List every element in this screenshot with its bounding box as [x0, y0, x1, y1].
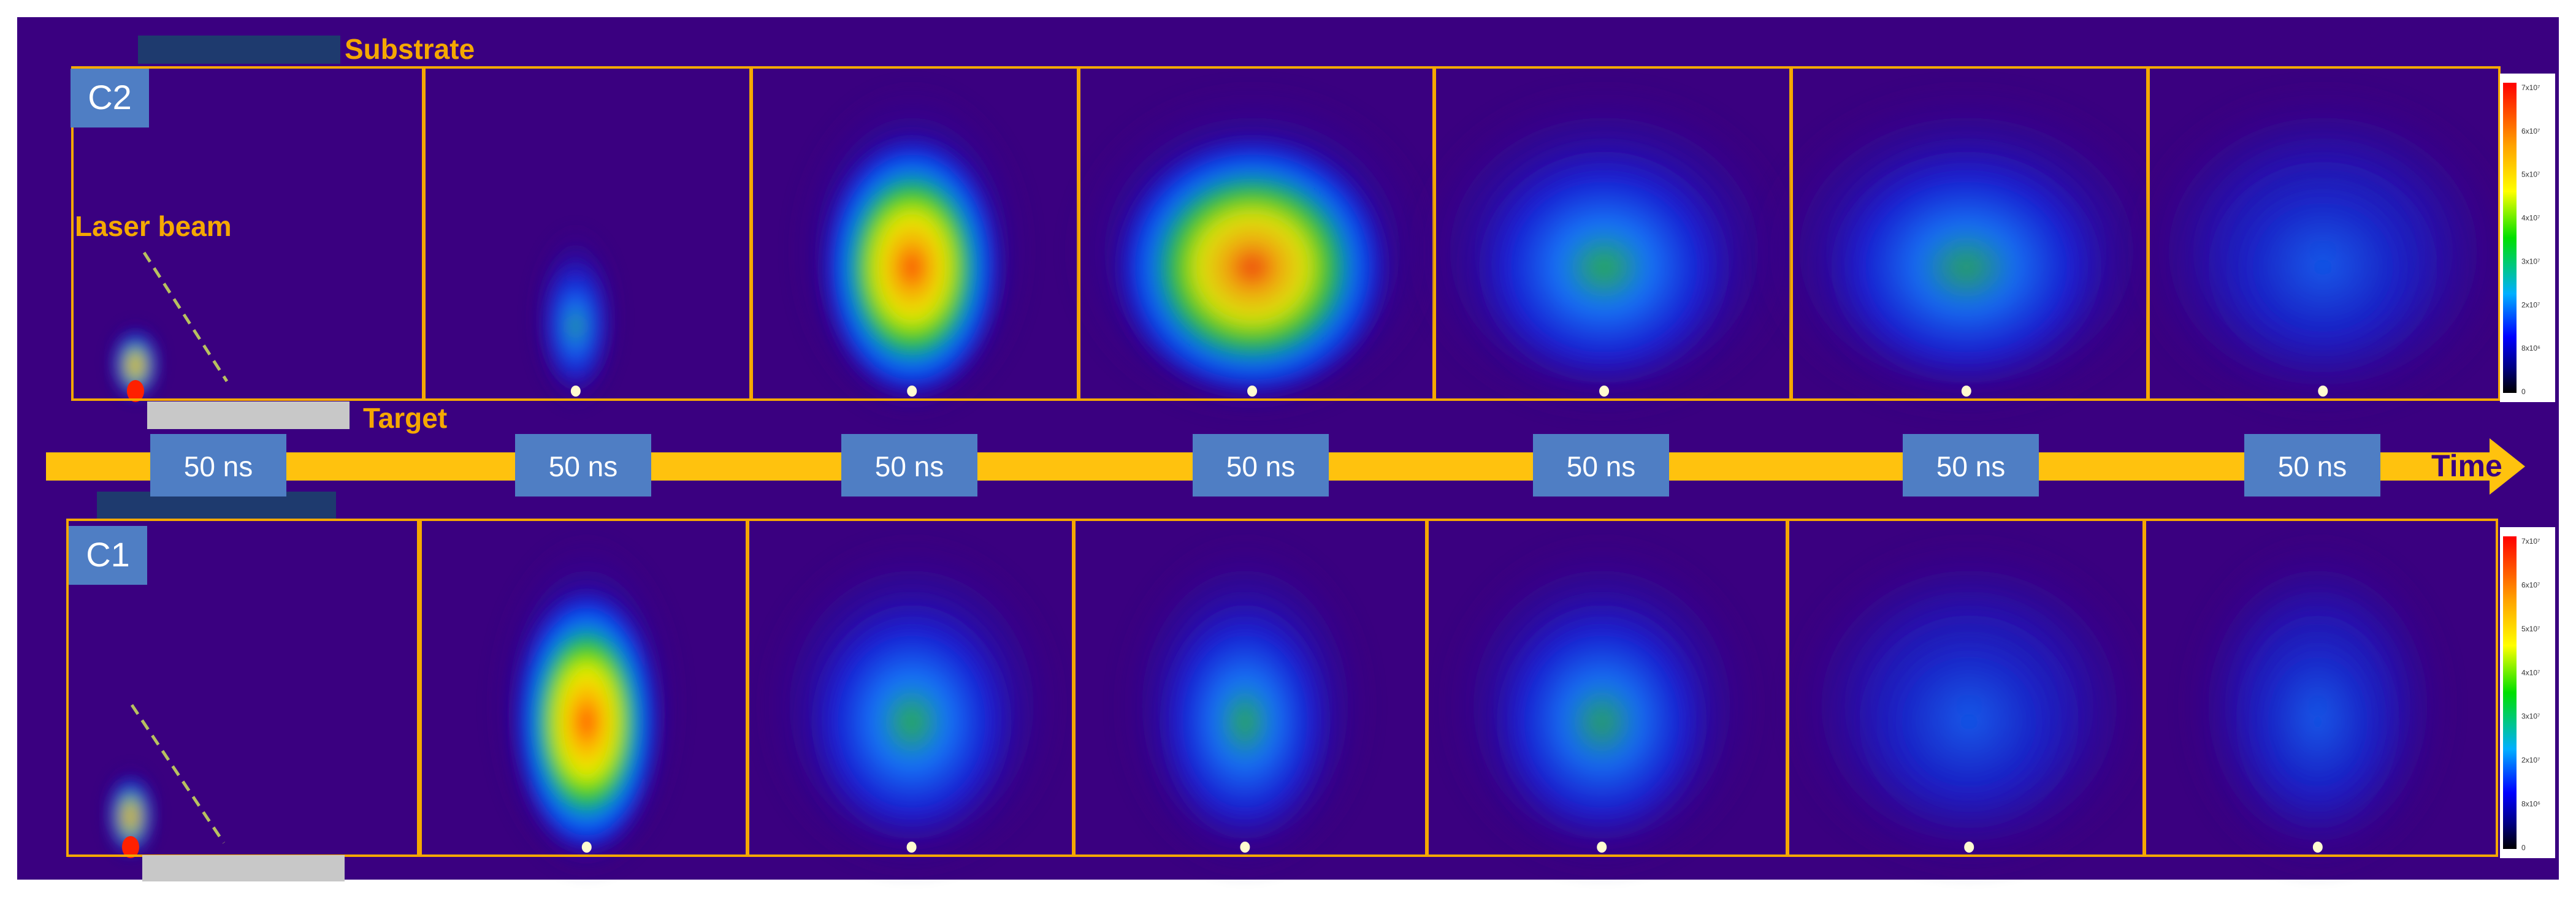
target-label: Target [363, 402, 447, 434]
substrate-bar-top [138, 36, 340, 64]
colorbar-tick-label: 3x10⁷ [2521, 712, 2540, 721]
interval-label-4: 50 ns [1226, 451, 1296, 482]
colorbar-gradient [2503, 83, 2517, 393]
colorbar-tick-label: 8x10⁶ [2521, 344, 2540, 352]
row-label-c1-badge [69, 526, 147, 585]
c1-target-spot-3 [906, 842, 917, 853]
colorbar-tick-label: 0 [2521, 387, 2526, 396]
c1-target-spot-6 [1964, 842, 1974, 853]
row-label-c1: C1 [86, 535, 130, 574]
c1-plume-4 [1147, 584, 1343, 859]
colorbar-tick-label: 2x10⁷ [2521, 300, 2540, 309]
c2-target-spot-6 [1961, 386, 1971, 397]
frames-row-c1 [66, 519, 2498, 880]
target-bar-top [147, 401, 350, 429]
colorbar-tick-label: 7x10⁷ [2521, 83, 2540, 92]
c2-plume-1 [115, 334, 155, 397]
c1-target-spot-1 [121, 836, 139, 858]
colorbar-tick-label: 3x10⁷ [2521, 257, 2540, 265]
c2-target-spot-1 [126, 380, 144, 402]
row-label-c2-badge [71, 69, 149, 127]
time-label: Time [2431, 449, 2502, 483]
laser-beam-line-bottom [130, 704, 226, 844]
c1-target-spot-5 [1597, 842, 1607, 853]
c2-target-spot-3 [907, 386, 917, 397]
c2-plume-2 [541, 253, 610, 399]
c1-frame-border-7 [2144, 519, 2498, 857]
c1-plume-5 [1479, 584, 1725, 859]
colorbar-tick-label: 6x10⁷ [2521, 580, 2540, 589]
c2-target-spot-2 [570, 386, 581, 397]
laser-beam-line-top [142, 251, 229, 382]
c2-frame-border-7 [2147, 66, 2501, 401]
c1-plume-7 [2213, 584, 2422, 859]
c1-plume-1 [110, 780, 150, 853]
c2-plume-4 [1111, 131, 1394, 403]
interval-badge-6 [1903, 434, 2039, 497]
interval-badge-3 [841, 434, 977, 497]
interval-label-5: 50 ns [1567, 451, 1636, 482]
c1-plume-6 [1828, 584, 2111, 859]
colorbar-bottom: 7x10⁷ 6x10⁷ 5x10⁷ 4x10⁷ 3x10⁷ 2x10⁷ 8x10⁶ 0 [2500, 527, 2555, 858]
colorbar-gradient [2503, 536, 2517, 849]
colorbar-tick-label: 4x10⁷ [2521, 668, 2540, 677]
c2-plume-5 [1457, 131, 1752, 403]
c2-target-spot-5 [1599, 386, 1610, 397]
interval-label-6: 50 ns [1936, 451, 2006, 482]
laser-beam-label: Laser beam [75, 210, 232, 242]
interval-badge-5 [1533, 434, 1669, 497]
interval-label-7: 50 ns [2278, 451, 2347, 482]
c1-plume-3 [795, 584, 1028, 859]
substrate-label: Substrate [345, 33, 475, 65]
c1-target-spot-4 [1240, 842, 1250, 853]
target-bar-bottom [142, 855, 345, 881]
colorbar-tick-label: 5x10⁷ [2521, 625, 2540, 633]
row-label-c2: C2 [88, 78, 132, 116]
time-arrow-head [2490, 438, 2525, 495]
colorbar-tick-label: 8x10⁶ [2521, 800, 2540, 809]
colorbar-tick-label: 4x10⁷ [2521, 214, 2540, 223]
c2-plume-7 [2176, 131, 2471, 403]
c1-target-spot-7 [2312, 842, 2323, 853]
colorbar-tick-label: 7x10⁷ [2521, 537, 2540, 546]
interval-label-2: 50 ns [549, 451, 618, 482]
interval-badge-2 [515, 434, 651, 497]
c2-plume-6 [1806, 131, 2126, 403]
colorbar-tick-label: 5x10⁷ [2521, 170, 2540, 179]
c2-target-spot-7 [2318, 386, 2328, 397]
colorbar-tick-label: 0 [2521, 843, 2526, 852]
c1-target-spot-2 [581, 842, 592, 853]
colorbar-tick-label: 6x10⁷ [2521, 127, 2540, 135]
interval-badge-7 [2244, 434, 2380, 497]
c2-plume-3 [820, 131, 1004, 403]
interval-badge-4 [1193, 434, 1329, 497]
c2-target-spot-4 [1247, 386, 1258, 397]
colorbar-top: 7x10⁷ 6x10⁷ 5x10⁷ 4x10⁷ 3x10⁷ 2x10⁷ 8x10⁶ 0 [2500, 74, 2555, 402]
interval-badge-1 [150, 434, 286, 497]
interval-badges: 50 ns 50 ns 50 ns 50 ns 50 ns 50 ns 50 ns [150, 434, 2380, 497]
colorbar-tick-label: 2x10⁷ [2521, 756, 2540, 764]
interval-label-1: 50 ns [184, 451, 253, 482]
c1-plume-2 [513, 584, 660, 859]
frames-row-c2 [71, 66, 2522, 424]
interval-label-3: 50 ns [875, 451, 944, 482]
